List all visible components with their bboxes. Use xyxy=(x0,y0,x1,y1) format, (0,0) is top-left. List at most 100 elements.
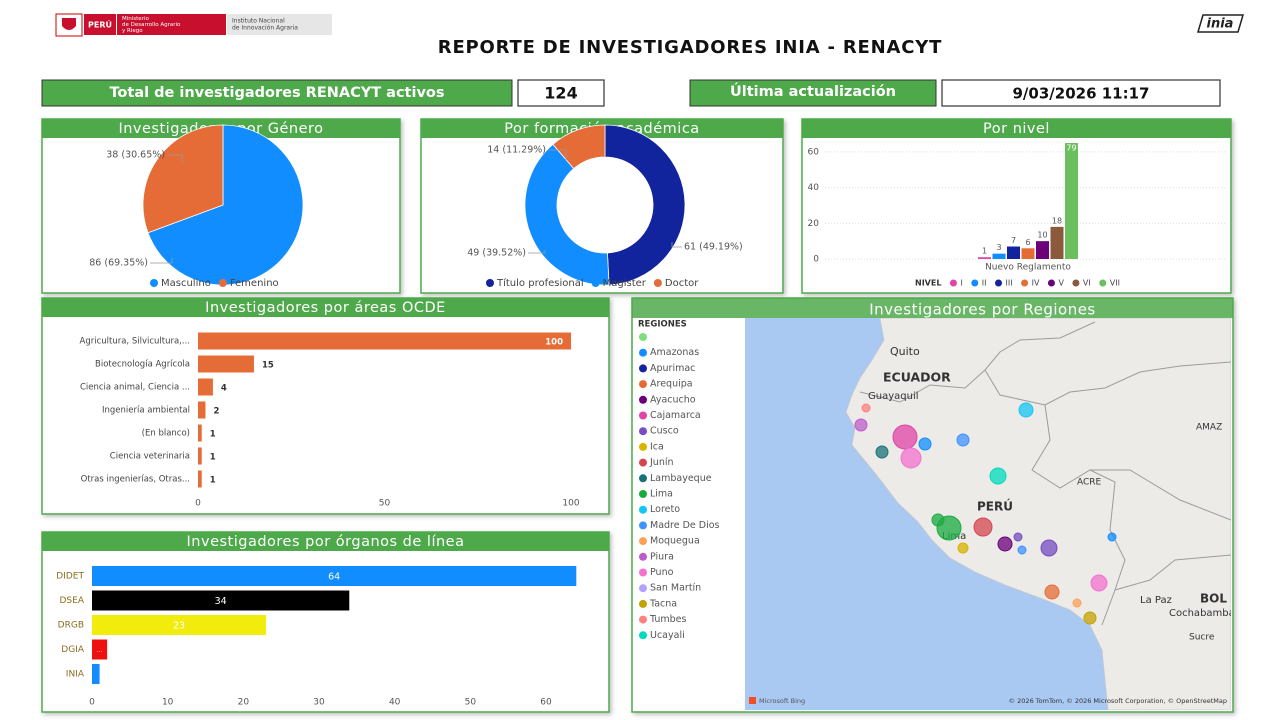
legend-swatch xyxy=(639,427,647,436)
region-bubble xyxy=(1040,539,1058,557)
land xyxy=(845,318,1231,710)
data-label: 18 xyxy=(1052,216,1062,225)
data-label: 86 (69.35%) xyxy=(89,258,148,269)
ministry-line: de Desarrollo Agrario xyxy=(122,22,181,28)
bars xyxy=(978,143,1078,259)
legend-swatch xyxy=(639,364,647,373)
place-label: AMAZ xyxy=(1196,423,1222,433)
legend-label: Título profesional xyxy=(496,277,584,289)
legend-swatch xyxy=(1072,279,1080,287)
x-tick-label: 0 xyxy=(89,698,95,708)
provider-logo xyxy=(749,697,756,704)
place-label: Quito xyxy=(890,345,920,358)
data-label: 1 xyxy=(210,453,216,463)
panel-header xyxy=(632,298,1233,318)
leader-line xyxy=(671,242,682,248)
pie-slice xyxy=(524,143,610,286)
panel-title: Por nivel xyxy=(983,121,1050,137)
y-tick-label: 20 xyxy=(808,219,820,229)
kpi-value: 124 xyxy=(544,84,577,103)
y-tick-label: Otras ingenierías, Otras... xyxy=(81,475,190,485)
legend-label: Ucayali xyxy=(650,630,685,641)
legend-swatch xyxy=(591,279,600,287)
x-tick-label: 60 xyxy=(540,698,552,708)
data-label: 64 xyxy=(328,572,340,583)
legend-swatch xyxy=(639,505,647,514)
bar xyxy=(1050,226,1064,259)
legend-label: Ica xyxy=(650,441,664,452)
bar xyxy=(978,257,991,259)
data-label: 23 xyxy=(173,621,185,632)
y-tick-label: DSEA xyxy=(60,596,85,606)
legend-swatch xyxy=(639,631,647,640)
legend-label: Magister xyxy=(603,278,647,289)
leader-line xyxy=(167,154,183,162)
legend-label: Doctor xyxy=(665,278,699,289)
peru-box xyxy=(84,14,116,35)
panel-header xyxy=(42,298,609,317)
legend-label: Tacna xyxy=(649,598,677,609)
y-tick-label: 0 xyxy=(813,255,819,265)
panel xyxy=(801,118,1232,294)
border xyxy=(1031,404,1126,626)
legend-swatch xyxy=(639,395,647,404)
kpi-label-box xyxy=(689,79,937,107)
leader-line xyxy=(528,250,546,254)
legend-swatch xyxy=(639,380,647,389)
data-label: 1 xyxy=(210,430,216,440)
legend-swatch xyxy=(639,552,647,561)
region-bubble xyxy=(892,424,918,450)
region-bubble xyxy=(1018,402,1034,418)
y-tick-label: DGIA xyxy=(61,645,85,655)
bar xyxy=(198,470,202,488)
data-label: 34 xyxy=(215,596,227,607)
place-label: PERÚ xyxy=(977,499,1013,514)
legend-label: Femenino xyxy=(230,278,279,289)
region-bubble xyxy=(1090,574,1108,592)
data-label: 10 xyxy=(1037,231,1047,240)
region-bubble xyxy=(918,437,932,451)
legend-label: Piura xyxy=(650,551,674,562)
legend-label: Ayacucho xyxy=(650,394,696,405)
map-attribution: © 2026 TomTom, © 2026 Microsoft Corporat… xyxy=(1009,697,1227,705)
bar xyxy=(198,355,254,373)
legend-swatch xyxy=(639,615,647,624)
bar xyxy=(198,401,206,419)
pie-slice xyxy=(604,124,686,286)
legend-swatch xyxy=(639,333,647,341)
legend-swatch xyxy=(486,279,494,287)
legend-label: Puno xyxy=(650,567,674,578)
kpi-label: Última actualización xyxy=(730,82,896,100)
bar xyxy=(92,590,350,611)
legend-title: NIVEL xyxy=(915,279,941,288)
x-tick-label: 40 xyxy=(389,698,401,708)
legend-swatch xyxy=(1021,279,1029,287)
border xyxy=(1090,469,1231,521)
panel-header xyxy=(42,532,609,551)
legend-label: V xyxy=(1058,279,1064,288)
ministry-box xyxy=(117,14,226,35)
pie-slice xyxy=(147,124,304,286)
bar xyxy=(992,253,1006,259)
region-bubble xyxy=(956,433,970,447)
legend-swatch xyxy=(639,348,647,357)
legend-swatch xyxy=(653,279,662,287)
place-label: Sucre xyxy=(1189,633,1215,643)
data-label: 7 xyxy=(1011,236,1016,245)
region-bubble xyxy=(989,467,1007,485)
gov-logo: PERÚ Ministerio de Desarrollo Agrario y … xyxy=(55,13,332,37)
legend-label: Madre De Dios xyxy=(650,520,720,531)
panel-title: Investigadores por órganos de línea xyxy=(187,534,465,550)
kpi-label-box xyxy=(41,79,513,107)
legend-label: Moquegua xyxy=(650,536,700,547)
inia-logo: inia xyxy=(1196,14,1245,33)
region-bubble xyxy=(1083,611,1097,625)
legend-swatch xyxy=(971,279,979,287)
region-bubble xyxy=(936,515,962,541)
place-label: ECUADOR xyxy=(883,370,951,385)
legend-swatch xyxy=(639,490,647,498)
institute-box xyxy=(227,14,332,35)
y-tick-label: DRGB xyxy=(58,621,84,631)
legend-swatch xyxy=(639,599,647,608)
